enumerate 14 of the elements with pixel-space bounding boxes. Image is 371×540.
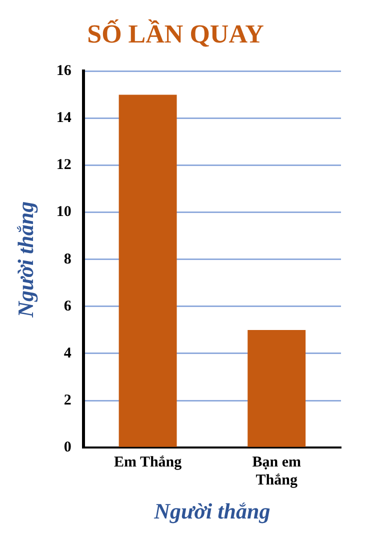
x-tick-label: Em Thắng bbox=[114, 454, 182, 470]
y-tick-label: 14 bbox=[56, 110, 72, 126]
y-tick-label: 4 bbox=[64, 345, 72, 362]
y-tick-label: 12 bbox=[56, 157, 72, 174]
chart-title: SỐ LẦN QUAY bbox=[87, 18, 264, 48]
y-tick-label: 10 bbox=[56, 204, 72, 220]
x-axis-title: Người thắng bbox=[153, 498, 270, 524]
y-tick-label: 16 bbox=[56, 63, 72, 80]
y-axis-title: Người thắng bbox=[12, 201, 38, 318]
y-tick-label: 0 bbox=[64, 439, 72, 456]
x-tick-label: Bạn em Thắng bbox=[252, 454, 302, 488]
y-tick-label: 2 bbox=[64, 392, 72, 408]
y-tick-label: 8 bbox=[64, 251, 72, 268]
y-tick-label: 6 bbox=[64, 298, 72, 314]
